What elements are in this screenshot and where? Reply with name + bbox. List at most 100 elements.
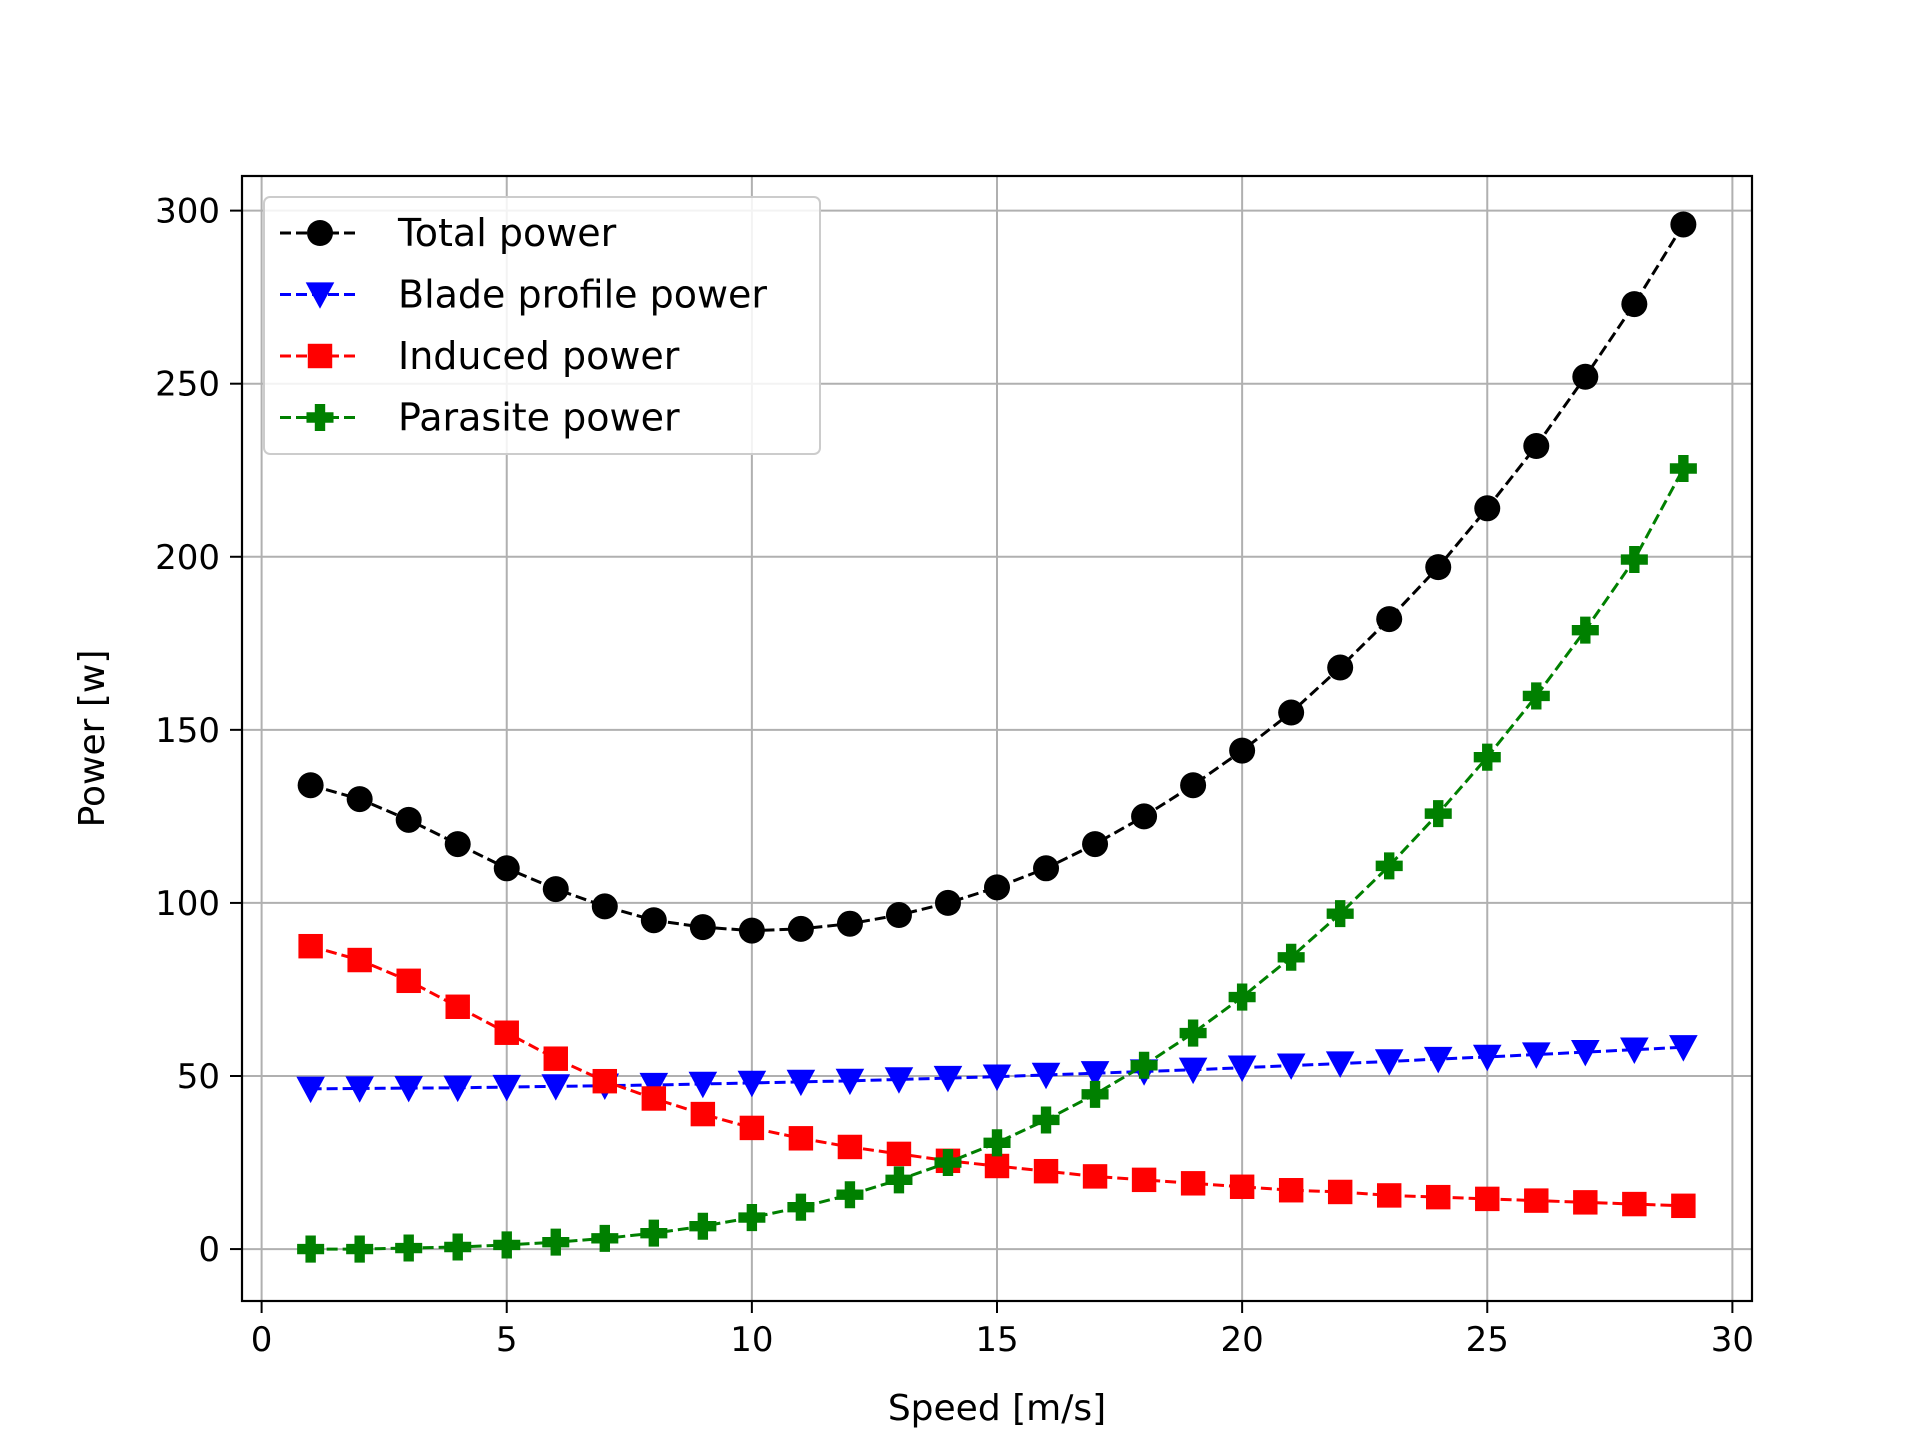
data-point (444, 831, 471, 858)
data-point (1620, 546, 1648, 574)
data-point (688, 1071, 718, 1099)
legend-marker (307, 220, 333, 246)
data-point (1278, 1178, 1304, 1203)
x-tick-label: 15 (975, 1320, 1018, 1360)
data-point (737, 1070, 767, 1098)
x-axis-label: Speed [m/s] (888, 1388, 1106, 1429)
x-tick-label: 0 (251, 1320, 273, 1360)
data-point (297, 1235, 325, 1263)
data-point (1424, 800, 1452, 828)
data-point (984, 1153, 1010, 1179)
data-point (1376, 1183, 1402, 1208)
data-point (788, 1126, 814, 1151)
data-point (983, 1129, 1011, 1157)
legend: Total power Blade profile power Induced po… (263, 196, 821, 455)
data-point (591, 893, 618, 920)
legend-marker (305, 282, 335, 309)
data-point (1521, 1042, 1551, 1069)
data-point (1227, 1055, 1257, 1082)
data-point (1229, 737, 1256, 764)
data-point (837, 1134, 863, 1160)
series-line (310, 1045, 1684, 1091)
x-tick-label: 20 (1220, 1320, 1263, 1360)
data-point (1082, 1164, 1108, 1189)
series-parasite-power (297, 454, 1697, 1263)
data-point (689, 1212, 717, 1240)
data-point (394, 1075, 423, 1103)
data-point (1671, 1193, 1696, 1219)
data-point (1473, 743, 1501, 771)
series-induced-power (298, 933, 1696, 1219)
legend-label: Parasite power (398, 396, 680, 440)
data-point (345, 1076, 374, 1103)
data-point (1523, 433, 1550, 459)
data-point (885, 1166, 913, 1194)
data-point (1376, 606, 1403, 633)
data-point (1033, 1158, 1059, 1184)
legend-label: Induced power (398, 334, 680, 378)
data-point (1229, 1174, 1255, 1199)
data-point (641, 1086, 667, 1111)
data-point (1572, 363, 1599, 390)
data-point (1180, 1171, 1206, 1196)
data-point (1080, 1061, 1110, 1088)
x-tick-label: 30 (1711, 1320, 1754, 1360)
data-point (1621, 291, 1648, 318)
data-point (885, 902, 912, 929)
series-layer (296, 211, 1698, 1263)
data-point (1669, 454, 1697, 483)
data-point (1670, 211, 1697, 238)
data-point (445, 994, 470, 1019)
data-point (1325, 1051, 1355, 1078)
data-point (297, 772, 324, 799)
data-point (934, 1149, 962, 1177)
legend-box (263, 196, 821, 455)
data-point (836, 910, 863, 937)
data-point (1032, 1106, 1060, 1134)
y-tick-label: 200 (155, 538, 220, 578)
data-point (1620, 1037, 1649, 1064)
legend-marker (307, 343, 333, 369)
data-point (689, 914, 716, 941)
data-point (296, 1076, 325, 1104)
data-point (494, 1020, 519, 1045)
legend-marker (306, 403, 334, 432)
data-point (1375, 852, 1403, 880)
data-point (1571, 1039, 1600, 1067)
data-point (1276, 1053, 1306, 1080)
data-point (492, 1074, 522, 1102)
data-point (443, 1075, 473, 1103)
x-tick-label: 5 (496, 1320, 518, 1360)
data-point (1472, 1044, 1502, 1072)
series-line (310, 223, 1685, 933)
data-point (934, 889, 961, 916)
data-point (542, 876, 569, 903)
data-point (1033, 855, 1060, 882)
data-point (984, 874, 1010, 901)
data-point (298, 933, 323, 959)
legend-label: Blade profile power (398, 273, 767, 317)
data-point (1131, 803, 1158, 830)
data-point (640, 907, 667, 934)
data-point (982, 1064, 1012, 1091)
data-point (933, 1065, 963, 1093)
data-point (1327, 1179, 1353, 1205)
data-point (886, 1141, 912, 1167)
data-point (1031, 1062, 1061, 1090)
data-point (347, 947, 372, 973)
x-tick-label: 10 (730, 1320, 773, 1360)
legend-item-induced-power: Induced power (280, 334, 680, 378)
x-tick-label: 25 (1466, 1320, 1509, 1360)
data-point (787, 1193, 815, 1221)
data-point (1522, 682, 1550, 710)
data-point (739, 1115, 765, 1141)
data-point (541, 1074, 571, 1101)
data-point (592, 1068, 618, 1094)
data-point (1622, 1191, 1647, 1217)
data-point (542, 1228, 570, 1256)
data-point (1278, 699, 1305, 726)
data-point (640, 1219, 668, 1247)
data-point (1474, 495, 1501, 522)
